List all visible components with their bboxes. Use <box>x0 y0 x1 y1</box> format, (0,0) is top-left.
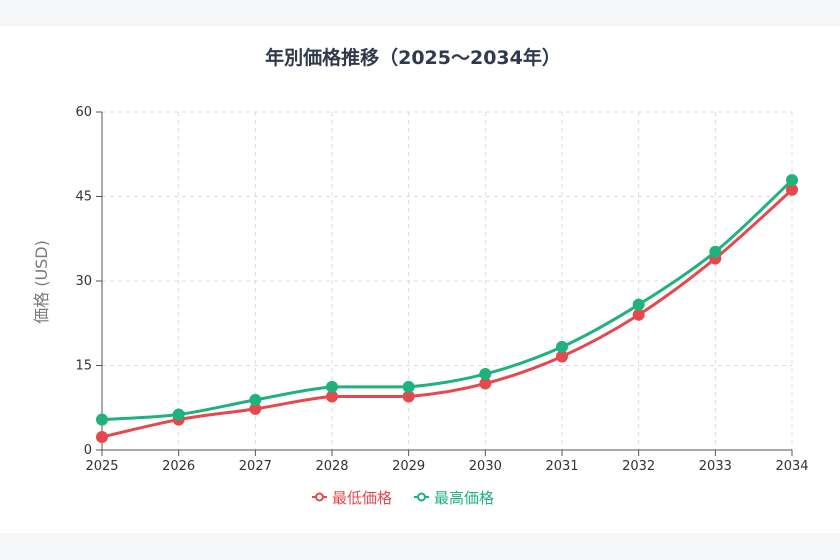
data-point <box>326 390 338 403</box>
x-tick-labels: 2025 2026 2027 2028 2029 2030 2031 2032 2033 2034 <box>85 459 808 474</box>
legend-item-max[interactable]: 最高価格 <box>414 489 494 507</box>
data-point <box>479 367 492 380</box>
legend-max-marker <box>417 492 426 502</box>
x-tick-label: 2030 <box>469 459 502 474</box>
data-point <box>326 380 338 393</box>
data-point <box>402 390 415 403</box>
x-tick-label: 2026 <box>162 459 195 474</box>
chart-card <box>0 26 840 533</box>
chart-title: 年別価格推移（2025〜2034年） <box>265 46 561 69</box>
x-tick-label: 2034 <box>775 459 808 474</box>
y-tick-label: 45 <box>75 190 92 205</box>
x-tick-label: 2028 <box>315 459 348 474</box>
x-tick-label: 2029 <box>392 459 425 474</box>
data-point <box>172 408 185 421</box>
data-point <box>402 380 415 393</box>
data-point <box>632 308 645 321</box>
x-tick-label: 2032 <box>622 459 655 474</box>
y-tick-labels: 0 15 30 45 60 <box>75 105 92 458</box>
legend[interactable]: 最低価格 最高価格 <box>312 489 494 507</box>
series-line <box>100 178 794 422</box>
y-tick-label: 0 <box>84 443 92 458</box>
series-group <box>96 174 798 444</box>
x-tick-label: 2031 <box>545 459 578 474</box>
legend-min-marker <box>315 492 324 502</box>
data-point <box>632 298 645 311</box>
x-tick-label: 2027 <box>239 459 272 474</box>
x-tick-label: 2033 <box>699 459 732 474</box>
data-point <box>709 245 722 258</box>
y-tick-label: 30 <box>75 274 92 289</box>
data-point <box>556 340 568 353</box>
data-point <box>786 183 798 196</box>
legend-min-label: 最低価格 <box>332 489 392 507</box>
bottom-strip <box>0 533 840 560</box>
legend-item-min[interactable]: 最低価格 <box>312 489 392 507</box>
data-point <box>479 377 492 390</box>
y-axis-label: 価格 (USD) <box>32 240 51 324</box>
data-point <box>556 350 568 363</box>
data-point <box>786 174 798 187</box>
y-tick-label: 60 <box>75 105 92 120</box>
data-point <box>249 402 262 415</box>
axes <box>96 111 793 456</box>
data-point <box>249 393 262 406</box>
series-line <box>100 188 794 439</box>
data-point <box>96 431 108 444</box>
y-tick-label: 15 <box>75 359 92 374</box>
legend-max-label: 最高価格 <box>434 489 494 507</box>
series-min <box>96 183 798 444</box>
series-max <box>96 174 798 426</box>
x-tick-label: 2025 <box>85 459 118 474</box>
data-point <box>96 413 108 426</box>
